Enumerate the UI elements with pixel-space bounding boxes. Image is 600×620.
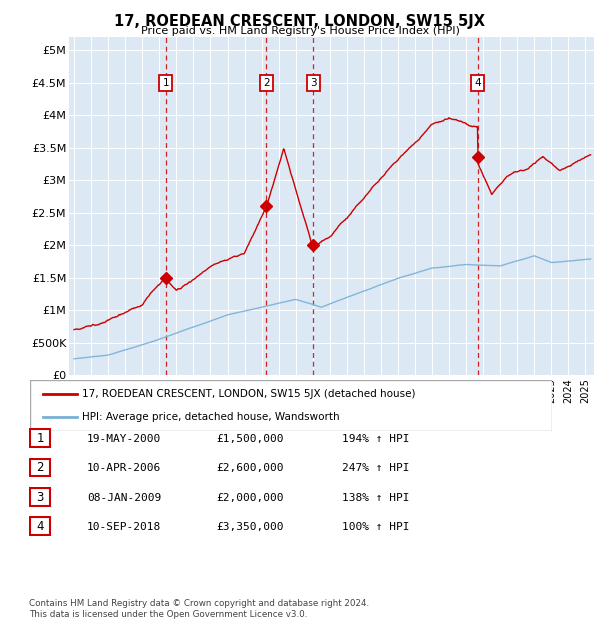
Text: Contains HM Land Registry data © Crown copyright and database right 2024.
This d: Contains HM Land Registry data © Crown c… bbox=[29, 600, 369, 619]
Text: 2: 2 bbox=[263, 78, 269, 87]
Text: 1: 1 bbox=[37, 432, 44, 445]
Text: £3,350,000: £3,350,000 bbox=[216, 522, 284, 532]
Text: £1,500,000: £1,500,000 bbox=[216, 434, 284, 444]
FancyBboxPatch shape bbox=[30, 459, 50, 476]
Text: 1: 1 bbox=[163, 78, 169, 87]
Text: 08-JAN-2009: 08-JAN-2009 bbox=[87, 493, 161, 503]
FancyBboxPatch shape bbox=[30, 380, 552, 431]
Text: £2,600,000: £2,600,000 bbox=[216, 463, 284, 473]
Text: £2,000,000: £2,000,000 bbox=[216, 493, 284, 503]
Text: HPI: Average price, detached house, Wandsworth: HPI: Average price, detached house, Wand… bbox=[82, 412, 340, 422]
Text: 4: 4 bbox=[475, 78, 481, 87]
Text: 17, ROEDEAN CRESCENT, LONDON, SW15 5JX (detached house): 17, ROEDEAN CRESCENT, LONDON, SW15 5JX (… bbox=[82, 389, 416, 399]
Text: 10-APR-2006: 10-APR-2006 bbox=[87, 463, 161, 473]
Text: 3: 3 bbox=[37, 491, 44, 503]
Text: 138% ↑ HPI: 138% ↑ HPI bbox=[342, 493, 409, 503]
FancyBboxPatch shape bbox=[30, 518, 50, 535]
Text: 17, ROEDEAN CRESCENT, LONDON, SW15 5JX: 17, ROEDEAN CRESCENT, LONDON, SW15 5JX bbox=[115, 14, 485, 29]
Text: 100% ↑ HPI: 100% ↑ HPI bbox=[342, 522, 409, 532]
FancyBboxPatch shape bbox=[30, 489, 50, 506]
Text: 194% ↑ HPI: 194% ↑ HPI bbox=[342, 434, 409, 444]
Text: 19-MAY-2000: 19-MAY-2000 bbox=[87, 434, 161, 444]
Text: 2: 2 bbox=[37, 461, 44, 474]
FancyBboxPatch shape bbox=[30, 430, 50, 447]
Text: 247% ↑ HPI: 247% ↑ HPI bbox=[342, 463, 409, 473]
Text: Price paid vs. HM Land Registry's House Price Index (HPI): Price paid vs. HM Land Registry's House … bbox=[140, 26, 460, 36]
Text: 4: 4 bbox=[37, 520, 44, 533]
Text: 10-SEP-2018: 10-SEP-2018 bbox=[87, 522, 161, 532]
Text: 3: 3 bbox=[310, 78, 316, 87]
